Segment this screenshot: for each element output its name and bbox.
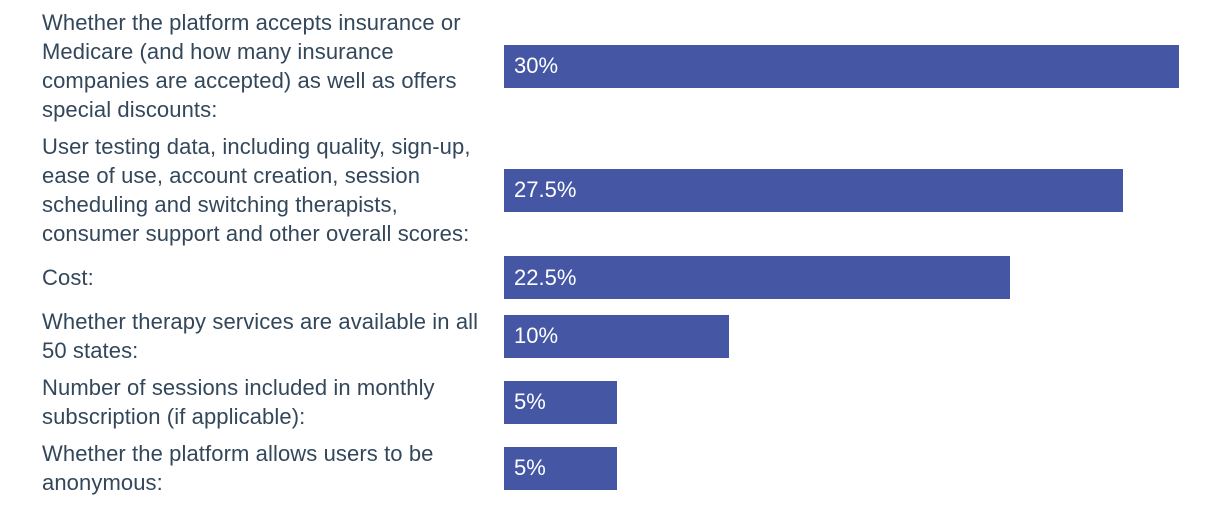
bar-value-label: 30% bbox=[514, 53, 559, 78]
category-label: User testing data, including quality, si… bbox=[42, 134, 471, 246]
chart-row: Whether the platform allows users to be … bbox=[42, 439, 1220, 497]
bar-value-label: 22.5% bbox=[514, 264, 577, 290]
bar: 27.5% bbox=[504, 168, 1123, 212]
bar: 10% bbox=[504, 314, 729, 358]
bar-track: 5% bbox=[504, 380, 1220, 424]
bar-value-label: 10% bbox=[514, 323, 559, 348]
category-label: Whether therapy services are available i… bbox=[42, 309, 479, 363]
bar-track: 10% bbox=[504, 314, 1220, 358]
chart-row: Cost: 22.5% bbox=[42, 256, 1220, 299]
bar: 30% bbox=[504, 44, 1179, 88]
bar-value-label: 5% bbox=[514, 389, 546, 414]
chart-row: Number of sessions included in monthly s… bbox=[42, 373, 1220, 431]
bar-value-label: 5% bbox=[514, 455, 546, 480]
chart-row: Whether the platform accepts insurance o… bbox=[42, 8, 1220, 124]
bar-track: 27.5% bbox=[504, 168, 1220, 212]
bar-value-label: 27.5% bbox=[514, 177, 577, 202]
chart-row: User testing data, including quality, si… bbox=[42, 132, 1220, 248]
chart-row: Whether therapy services are available i… bbox=[42, 307, 1220, 365]
category-label: Cost: bbox=[42, 265, 94, 290]
bar-track: 30% bbox=[504, 44, 1220, 88]
bar: 5% bbox=[504, 380, 617, 424]
category-label: Whether the platform accepts insurance o… bbox=[42, 10, 461, 122]
bar: 22.5% bbox=[504, 256, 1010, 299]
bar-track: 5% bbox=[504, 446, 1220, 490]
category-label: Number of sessions included in monthly s… bbox=[42, 375, 435, 429]
bar: 5% bbox=[504, 446, 617, 490]
category-label: Whether the platform allows users to be … bbox=[42, 441, 434, 495]
bar-track: 22.5% bbox=[504, 256, 1220, 299]
